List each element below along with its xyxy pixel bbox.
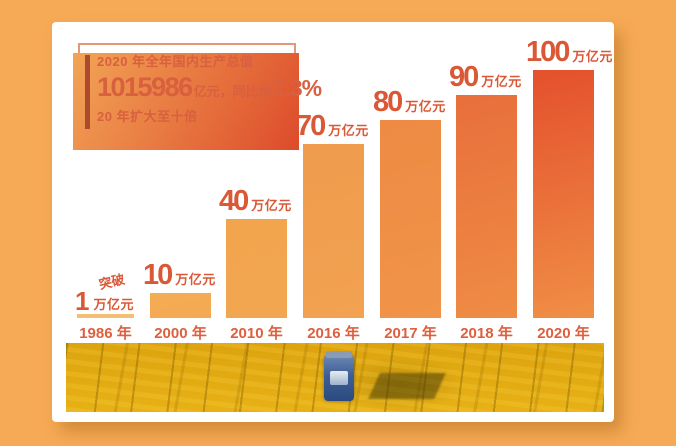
gdp-value: 1015986 xyxy=(97,72,193,102)
bar-column-7: 100 万亿元 xyxy=(526,38,612,318)
bar-column-4: 70 万亿元 xyxy=(296,112,368,318)
bar-value-label: 1 突破万亿元 xyxy=(75,272,134,316)
bar-value-number: 40 xyxy=(219,185,249,217)
summary-line-3: 20 年扩大至十倍 xyxy=(97,109,198,124)
bar xyxy=(456,95,517,318)
bar-value-number: 1 xyxy=(75,285,90,316)
gdp-growth: 2.3% xyxy=(272,75,322,101)
bar-column-5: 80 万亿元 xyxy=(373,88,445,318)
bar-value-number: 70 xyxy=(296,110,326,142)
bar-value-unit: 万亿元 xyxy=(251,198,292,213)
bar-value-label: 70 万亿元 xyxy=(296,110,369,142)
bar-value-unit: 万亿元 xyxy=(328,123,369,138)
bar-value-unit: 万亿元 xyxy=(175,272,216,287)
year-label-6: 2018 年 xyxy=(460,325,513,342)
year-label-2: 2000 年 xyxy=(154,325,207,342)
bar-column-2: 10 万亿元 xyxy=(143,261,215,318)
gdp-unit: 亿元，同比增 xyxy=(193,84,272,99)
bar-column-3: 40 万亿元 xyxy=(219,187,291,318)
bar xyxy=(150,293,211,318)
bar xyxy=(533,70,594,318)
bar-value-label: 100 万亿元 xyxy=(526,36,613,68)
bar xyxy=(77,314,134,318)
bar-value-label: 90 万亿元 xyxy=(449,61,522,93)
bar-value-unit: 万亿元 xyxy=(405,99,446,114)
bar-value-label: 80 万亿元 xyxy=(373,86,446,118)
bar-value-label: 40 万亿元 xyxy=(219,185,292,217)
year-label-7: 2020 年 xyxy=(537,325,590,342)
gdp-summary-text: 2020 年全年国内生产总值 1015986 亿元，同比增2.3% 20 年扩大至… xyxy=(97,51,322,125)
bar xyxy=(303,144,364,318)
bar xyxy=(226,219,287,318)
bar-value-label: 10 万亿元 xyxy=(143,259,216,291)
bar-chart: 1 突破 万亿元 10 万亿元 40 万亿元 70 万亿元 80 万亿元 90 万亿元 100 万亿元 xyxy=(52,22,614,318)
bar-value-unit: 万亿元 xyxy=(572,49,613,64)
gdp-summary-box: 2020 年全年国内生产总值 1015986 亿元，同比增2.3% 20 年扩大至… xyxy=(73,43,322,150)
harvester-shadow xyxy=(368,373,446,399)
bar-column-1: 1 突破万亿元 xyxy=(75,272,136,318)
harvester-cab xyxy=(330,371,348,385)
bar-value-number: 80 xyxy=(373,86,403,118)
year-label-5: 2017 年 xyxy=(384,325,437,342)
bar-value-prefix: 突破 xyxy=(97,271,127,293)
summary-line-1: 2020 年全年国内生产总值 xyxy=(97,54,254,69)
year-label-1: 1986 年 xyxy=(79,325,132,342)
year-label-3: 2010 年 xyxy=(230,325,283,342)
year-label-4: 2016 年 xyxy=(307,325,360,342)
accent-bar xyxy=(85,55,90,129)
bar-column-6: 90 万亿元 xyxy=(449,63,521,318)
bar-value-number: 90 xyxy=(449,61,479,93)
bar-value-unit: 万亿元 xyxy=(481,74,522,89)
wheat-field-photo xyxy=(66,343,604,412)
harvester-header xyxy=(326,351,352,358)
bar-value-unit: 万亿元 xyxy=(93,297,134,312)
summary-line-2: 1015986 亿元，同比增2.3% xyxy=(97,72,322,103)
bar-value-number: 100 xyxy=(526,36,570,68)
chart-card: 1 突破 万亿元 10 万亿元 40 万亿元 70 万亿元 80 万亿元 90 万亿元 100 万亿元 20… xyxy=(52,22,614,422)
bar-value-number: 10 xyxy=(143,259,173,291)
bar xyxy=(380,120,441,318)
harvester-icon xyxy=(324,351,354,401)
